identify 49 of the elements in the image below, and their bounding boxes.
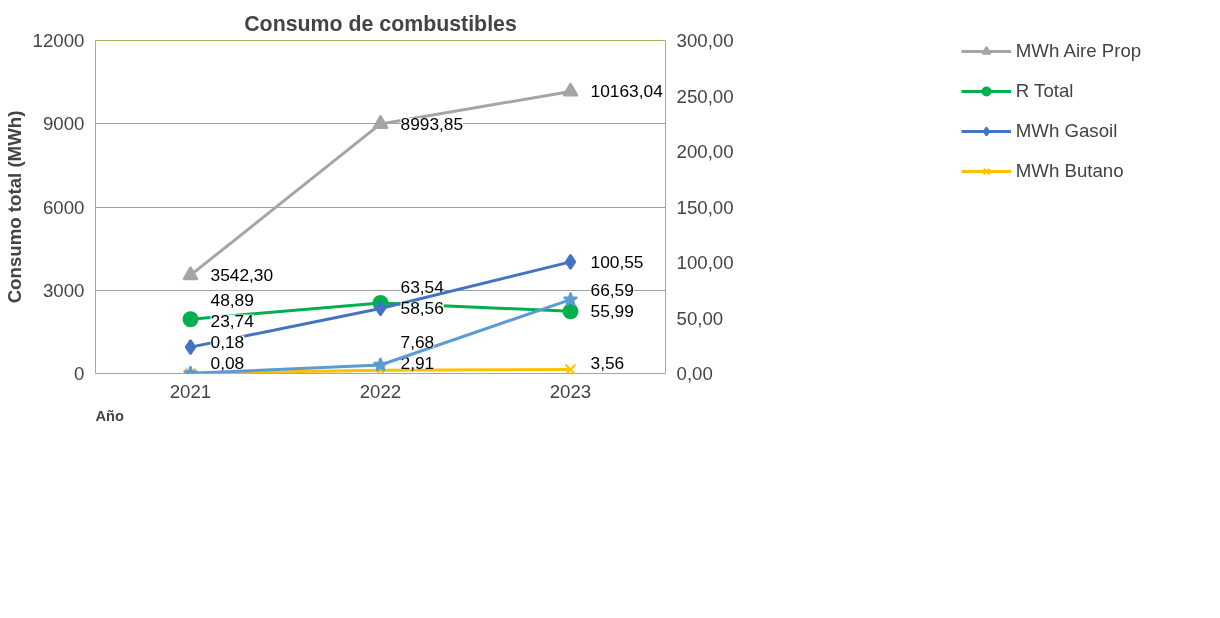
data-label: 58,56 [400, 298, 444, 319]
data-label: 100,55 [590, 251, 644, 272]
point [374, 364, 387, 374]
y2-tick-label: 50,00 [676, 307, 724, 329]
y-tick-label: 9000 [43, 113, 85, 135]
point [564, 363, 577, 374]
y2-tick-label: 150,00 [676, 196, 734, 218]
point [184, 339, 197, 356]
data-label: 3542,30 [210, 265, 274, 286]
point [182, 311, 199, 328]
point [374, 300, 387, 317]
chart-title: Consumo de combustibles [244, 11, 517, 36]
y2-tick-label: 250,00 [676, 85, 734, 107]
y2-tick-label: 0,00 [676, 363, 713, 384]
data-label: 0,18 [210, 331, 245, 352]
y-tick-label: 3000 [43, 279, 85, 301]
point [372, 356, 389, 372]
data-label: 66,59 [590, 280, 634, 301]
point [562, 82, 579, 97]
data-label: 10163,04 [590, 81, 664, 102]
y-tick-label: 6000 [43, 196, 85, 218]
data-label: 48,89 [210, 289, 254, 310]
y2-tick-label: 100,00 [676, 252, 734, 273]
point [562, 291, 579, 307]
point [182, 266, 199, 281]
y-tick-label: 12000 [32, 30, 85, 51]
data-label: 63,54 [400, 277, 445, 298]
legend-label: MWh Aire Prop [1015, 40, 1142, 62]
legend-label: R Total [1015, 80, 1074, 102]
data-label: 55,99 [590, 301, 634, 322]
point [562, 303, 579, 320]
y2-tick-label: 200,00 [676, 141, 734, 162]
point [372, 114, 389, 129]
legend-label: MWh Butano [1015, 160, 1124, 182]
y-tick-label: 0 [74, 363, 85, 384]
data-label: 0,08 [210, 352, 245, 373]
y-axis-title: Consumo total (MWh) [3, 110, 25, 304]
data-label: 3,56 [590, 352, 625, 373]
x-tick-label: 2023 [549, 380, 592, 402]
data-label: 23,74 [210, 310, 255, 331]
data-label: 7,68 [400, 331, 435, 352]
x-tick-label: 2021 [169, 380, 212, 402]
data-label: 8993,85 [400, 113, 464, 134]
data-label: 2,91 [400, 352, 435, 373]
x-tick-label: 2022 [359, 380, 402, 402]
point [564, 253, 577, 270]
legend-label: MWh Gasoil [1015, 120, 1118, 142]
y2-tick-label: 300,00 [676, 30, 734, 51]
x-axis-title: Año [95, 407, 125, 424]
